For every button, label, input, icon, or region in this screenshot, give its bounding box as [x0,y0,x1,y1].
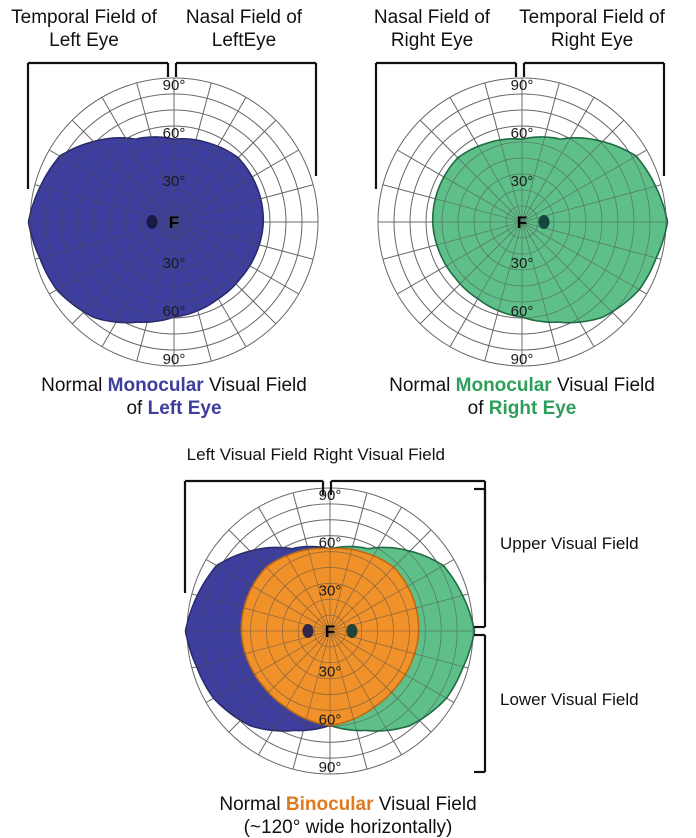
svg-text:30°: 30° [511,173,534,190]
svg-text:60°: 60° [319,711,342,728]
svg-text:30°: 30° [319,664,342,681]
svg-text:60°: 60° [511,125,534,142]
svg-text:90°: 90° [511,351,534,368]
svg-text:F: F [325,622,335,641]
svg-text:30°: 30° [511,255,534,272]
svg-text:60°: 60° [511,303,534,320]
svg-text:90°: 90° [511,77,534,94]
svg-text:60°: 60° [319,535,342,552]
svg-text:90°: 90° [163,77,186,94]
svg-text:30°: 30° [319,582,342,599]
svg-text:60°: 60° [163,125,186,142]
svg-text:60°: 60° [163,303,186,320]
svg-text:30°: 30° [163,173,186,190]
svg-text:30°: 30° [163,255,186,272]
svg-text:90°: 90° [319,759,342,776]
svg-text:F: F [169,213,179,232]
svg-text:F: F [517,213,527,232]
svg-text:90°: 90° [163,351,186,368]
